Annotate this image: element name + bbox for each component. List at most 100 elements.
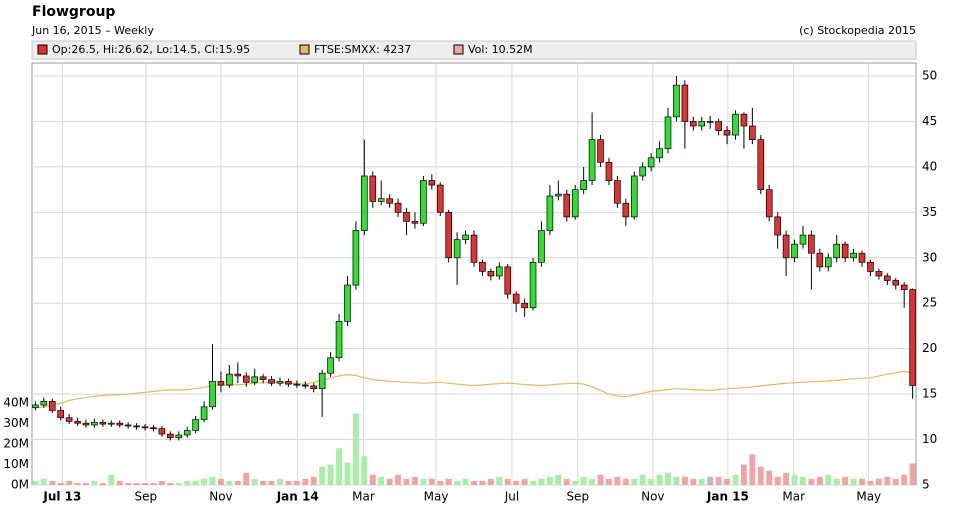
candle-body [65, 417, 73, 422]
volume-bar [386, 478, 393, 485]
volume-bar [66, 480, 73, 485]
ftse-line [35, 370, 913, 409]
volume-bar [268, 480, 275, 485]
volume-bar [530, 480, 536, 485]
volume-bar [319, 466, 326, 485]
volume-bar [901, 474, 908, 485]
volume-bar [648, 478, 655, 485]
candle-body [571, 189, 579, 218]
candle-body [647, 157, 655, 168]
volume-bar [302, 478, 309, 485]
volume-bar [234, 480, 241, 485]
volume-bar [277, 478, 283, 485]
volume-bar [74, 482, 81, 485]
volume-bar [538, 478, 545, 485]
candle-body [167, 433, 174, 439]
candle-body [453, 239, 461, 259]
candle-body [875, 271, 883, 277]
candle-body [504, 266, 512, 295]
volume-bar [167, 482, 174, 485]
volume-bar [504, 478, 511, 485]
volume-bar [99, 482, 106, 485]
volume-bar [774, 476, 781, 485]
candle-body [420, 180, 427, 224]
volume-bar [875, 478, 882, 485]
candle-body [521, 302, 528, 309]
candle-body [242, 375, 250, 383]
x-tick-label: Mar [352, 490, 375, 504]
x-tick-label: Mar [782, 490, 805, 504]
volume-bar [622, 478, 629, 485]
candle-body [403, 211, 410, 222]
candle-body [588, 139, 596, 181]
candle-body [327, 357, 334, 374]
candle-body [124, 424, 132, 427]
x-tick-label: May [856, 490, 881, 504]
candle-body [740, 113, 748, 127]
volume-bar [597, 474, 604, 485]
volume-bar [142, 482, 148, 485]
candle-body [630, 175, 638, 218]
candle-body [824, 257, 832, 268]
volume-bar [344, 462, 351, 485]
volume-bar [850, 478, 857, 485]
candle-body [133, 425, 140, 428]
candle-body [74, 421, 81, 424]
volume-bar [175, 482, 182, 485]
volume-bar [580, 476, 587, 485]
volume-bar [859, 478, 865, 485]
candle-body [462, 234, 469, 240]
volume-bar [108, 474, 115, 485]
candle-body [335, 321, 343, 359]
volume-bar [32, 480, 39, 485]
candle-body [226, 373, 233, 386]
volume-bar [698, 478, 705, 485]
candle-body [774, 216, 781, 236]
candle-body [892, 280, 900, 286]
volume-bar [808, 478, 815, 485]
volume-bar [909, 463, 916, 485]
volume-bar [665, 472, 671, 485]
volume-bar [150, 482, 157, 485]
candle-body [765, 189, 773, 218]
volume-bar [631, 478, 638, 485]
volume-bar [260, 480, 267, 485]
candle-body [799, 234, 807, 245]
volume-bar [116, 480, 123, 485]
legend-box [31, 40, 917, 60]
candle-body [884, 275, 891, 281]
candle-body [99, 421, 107, 425]
volume-bar [462, 478, 469, 485]
volume-bar [766, 470, 773, 485]
candle-body [487, 271, 495, 277]
candle-body [82, 422, 90, 426]
volume-bar [572, 480, 579, 485]
y-tick-label: 40 [922, 159, 937, 173]
candle-body [563, 193, 571, 218]
candle-body [32, 404, 39, 409]
volume-tick-label: 40M [3, 396, 29, 410]
candle-body [614, 180, 621, 204]
volume-tick-label: 30M [3, 416, 29, 430]
volume-bar [217, 478, 224, 485]
candle-body [285, 381, 292, 385]
volume-bar [40, 478, 47, 485]
x-tick-label: Nov [209, 490, 232, 504]
volume-bar [681, 476, 688, 485]
candle-body [57, 410, 64, 419]
candle-body [361, 175, 368, 231]
candle-body [40, 401, 48, 406]
volume-tick-label: 0M [11, 478, 29, 492]
candle-body [344, 284, 351, 322]
candle-body [782, 234, 790, 259]
y-tick-label: 15 [922, 387, 937, 401]
y-tick-label: 20 [922, 341, 937, 355]
volume-bar [445, 478, 452, 485]
volume-bar [251, 478, 258, 485]
candle-body [394, 202, 402, 213]
volume-bar [420, 478, 427, 485]
candle-body [445, 211, 452, 259]
volume-tick-label: 10M [3, 457, 29, 471]
candle-body [597, 139, 604, 163]
